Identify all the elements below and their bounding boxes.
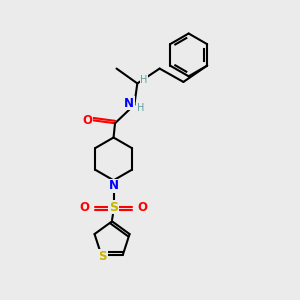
Text: H: H — [137, 103, 145, 113]
Text: S: S — [98, 250, 107, 263]
Text: O: O — [82, 114, 92, 127]
Text: S: S — [109, 201, 118, 214]
Text: O: O — [138, 201, 148, 214]
Text: O: O — [80, 201, 89, 214]
Text: N: N — [124, 97, 134, 110]
Text: H: H — [140, 75, 148, 85]
Text: N: N — [109, 179, 118, 192]
